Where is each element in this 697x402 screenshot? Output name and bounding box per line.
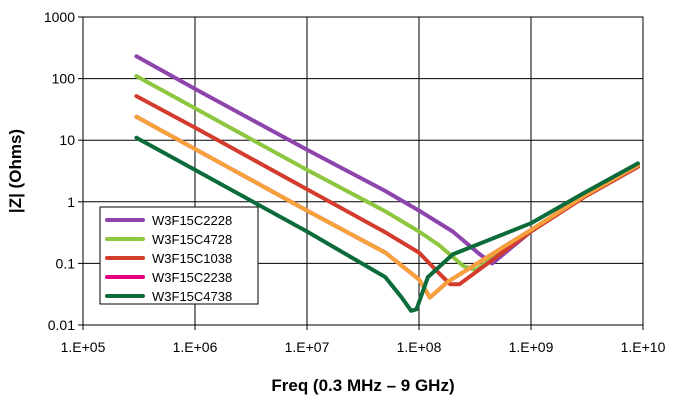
legend-label: W3F15C1038 [152, 251, 232, 266]
legend-box [99, 206, 259, 305]
legend-label: W3F15C2228 [152, 213, 232, 228]
y-axis-ticks: 0.01 0.1 1 10 100 1000 [44, 9, 83, 333]
y-tick-label: 100 [52, 71, 76, 87]
x-tick-label: 1.E+08 [397, 339, 442, 355]
x-axis-ticks: 1.E+05 1.E+06 1.E+07 1.E+08 1.E+09 1.E+10 [61, 325, 666, 355]
x-axis-title: Freq (0.3 MHz – 9 GHz) [271, 376, 454, 395]
y-tick-label: 1 [67, 194, 75, 210]
legend: W3F15C2228 W3F15C4728 W3F15C1038 W3F15C2238… [99, 206, 259, 305]
x-tick-label: 1.E+05 [61, 339, 106, 355]
y-tick-label: 0.1 [56, 255, 76, 271]
legend-label: W3F15C4728 [152, 232, 232, 247]
x-tick-label: 1.E+10 [621, 339, 666, 355]
series-line [134, 135, 640, 313]
legend-label: W3F15C2238 [152, 270, 232, 285]
y-axis-title: |Z| (Ohms) [6, 129, 25, 213]
y-tick-label: 1000 [44, 9, 75, 25]
x-tick-label: 1.E+06 [173, 339, 218, 355]
legend-label: W3F15C4738 [152, 289, 232, 304]
y-tick-label: 0.01 [48, 317, 75, 333]
series-layer [134, 54, 640, 313]
legend-items: W3F15C2228 W3F15C4728 W3F15C1038 W3F15C2238… [105, 213, 232, 304]
y-tick-label: 10 [59, 132, 75, 148]
x-tick-label: 1.E+09 [509, 339, 554, 355]
x-tick-label: 1.E+07 [285, 339, 330, 355]
